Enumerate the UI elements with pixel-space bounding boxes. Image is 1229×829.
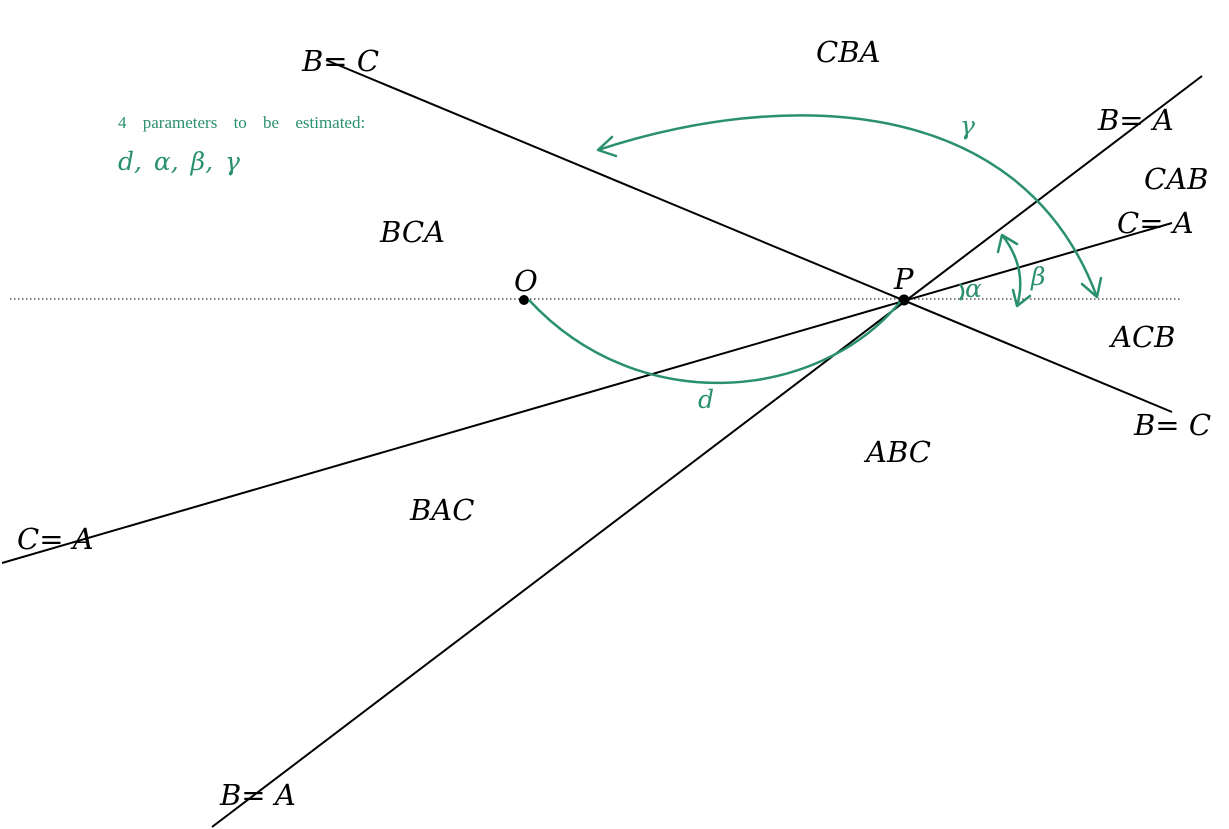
- line-label-ba-top: B= A: [1097, 103, 1174, 137]
- line-label-ca-left: C= A: [17, 522, 94, 556]
- parameters-list: d, α, β, γ: [118, 147, 240, 176]
- beta-arrowhead-bottom: [1011, 288, 1032, 308]
- gamma-arrowhead-right: [1080, 276, 1103, 299]
- alpha-label: α: [965, 274, 982, 303]
- parameters-heading: 4 parameters to be estimated:: [118, 113, 365, 132]
- line-b-equals-c: [325, 59, 1173, 413]
- beta-arc: [1001, 234, 1022, 307]
- line-label-bc-bottom: B= C: [1133, 408, 1211, 442]
- line-label-ca-right: C= A: [1117, 206, 1194, 240]
- line-label-bc-top: B= C: [301, 44, 379, 78]
- alpha-arc: [958, 283, 965, 301]
- beta-label: β: [1030, 262, 1045, 291]
- beta-arrowhead-top: [996, 233, 1019, 254]
- point-label-p: P: [893, 262, 914, 296]
- line-c-equals-a: [1, 222, 1173, 564]
- region-label-bca: BCA: [379, 215, 445, 249]
- point-p: [898, 294, 910, 306]
- d-arc: [528, 299, 901, 384]
- region-label-abc: ABC: [863, 435, 931, 469]
- gamma-arrowhead-left: [596, 135, 618, 158]
- point-label-o: O: [514, 264, 538, 298]
- region-label-acb: ACB: [1108, 320, 1175, 354]
- gamma-arc: [597, 114, 1099, 298]
- region-label-cab: CAB: [1144, 162, 1208, 196]
- gamma-label: γ: [960, 111, 975, 140]
- region-label-bac: BAC: [409, 493, 474, 527]
- point-o: [519, 295, 529, 305]
- line-b-equals-a: [211, 75, 1203, 828]
- line-label-ba-bottom: B= A: [219, 778, 296, 812]
- region-label-cba: CBA: [816, 35, 880, 69]
- d-label: d: [698, 385, 714, 414]
